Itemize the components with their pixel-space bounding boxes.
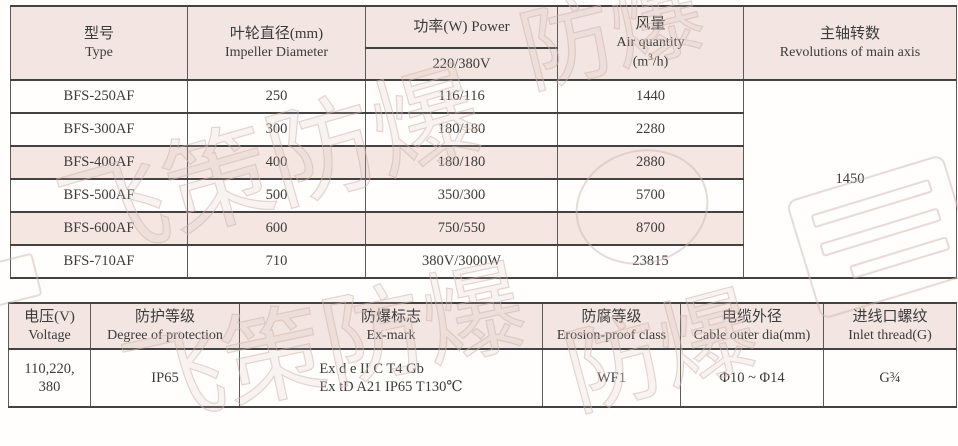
header-inlet-en: Inlet thread(G) [848,327,932,343]
header-erosion-en: Erosion-proof class [556,327,667,343]
ex-mark-line2: Ex tD A21 IP65 T130℃ [319,379,463,395]
header-air-cn: 风量 [635,16,666,33]
header-voltage-en: Voltage [28,327,71,343]
header-power: 功率(W) Power [365,5,558,49]
header-revolutions-en: Revolutions of main axis [779,44,921,60]
table-row: BFS-710AF 710 380V/3000W 23815 [10,244,957,279]
table2-header-row: 电压(V) Voltage 防护等级 Degree of protection … [8,302,957,350]
model-cell: BFS-400AF [10,145,188,180]
model-cell: BFS-500AF [10,178,188,213]
header-air-unit: (m3/h) [632,51,669,70]
header-ex-mark: 防爆标志 Ex-mark [239,302,543,350]
header-type-cn: 型号 [83,25,114,42]
model-cell: BFS-600AF [10,211,188,246]
inlet-cell: G¾ [823,348,957,408]
protection-cell: IP65 [90,348,240,408]
header-protection-cn: 防护等级 [134,308,195,325]
electrical-spec-table: 电压(V) Voltage 防护等级 Degree of protection … [8,302,957,408]
model-cell: BFS-710AF [10,244,188,279]
table1-header-row: 型号 Type 叶轮直径(mm) Impeller Diameter 功率(W)… [10,5,957,81]
ex-mark-cell: Ex d e II C T4 Gb Ex tD A21 IP65 T130℃ [239,348,543,408]
power-cell: 380V/3000W [365,244,558,279]
diameter-cell: 250 [187,79,366,114]
air-quantity-cell: 5700 [557,178,744,213]
air-quantity-cell: 2280 [557,112,744,147]
header-protection-en: Degree of protection [107,327,223,343]
voltage-line2: 380 [38,379,61,395]
table-row: 110,220, 380 IP65 Ex d e II C T4 Gb Ex t… [8,348,957,408]
voltage-line1: 110,220, [24,360,75,377]
ex-mark-line1: Ex d e II C T4 Gb [319,360,424,377]
diameter-cell: 600 [187,211,366,246]
model-cell: BFS-250AF [10,79,188,114]
revolutions-value-cell: 1450 [743,79,957,279]
power-cell: 180/180 [365,145,558,180]
air-quantity-cell: 1440 [557,79,744,114]
header-ex-mark-en: Ex-mark [366,327,416,343]
header-cable: 电缆外径 Cable outer dia(mm) [680,302,824,350]
voltage-cell: 110,220, 380 [8,348,91,408]
ex-mark-text: Ex d e II C T4 Gb Ex tD A21 IP65 T130℃ [319,360,462,396]
diameter-cell: 500 [187,178,366,213]
power-cell: 750/550 [365,211,558,246]
header-type: 型号 Type [10,5,188,81]
header-type-en: Type [85,44,113,60]
table-row: BFS-500AF 500 350/300 5700 [10,178,957,213]
header-cable-cn: 电缆外径 [721,308,782,325]
header-inlet: 进线口螺纹 Inlet thread(G) [823,302,957,350]
table1-subheader-row: 220/380V [11,47,957,81]
header-protection: 防护等级 Degree of protection [90,302,240,350]
erosion-cell: WF1 [542,348,681,408]
header-inlet-cn: 进线口螺纹 [852,308,928,325]
power-cell: 116/116 [365,79,558,114]
power-cell: 350/300 [365,178,558,213]
model-cell: BFS-300AF [10,112,188,147]
table-row: BFS-250AF 250 116/116 1440 1450 [10,79,957,279]
header-ex-mark-cn: 防爆标志 [360,308,421,325]
header-voltage-cn: 电压(V) [24,308,75,325]
power-cell: 180/180 [365,112,558,147]
header-cable-en: Cable outer dia(mm) [693,327,811,343]
table-row: BFS-400AF 400 180/180 2880 [10,145,957,180]
header-air-en: Air quantity [616,35,685,51]
header-impeller-cn: 叶轮直径(mm) [229,25,324,42]
air-quantity-cell: 8700 [557,211,744,246]
diameter-cell: 400 [187,145,366,180]
table-row: BFS-600AF 600 750/550 8700 [10,211,957,246]
header-erosion: 防腐等级 Erosion-proof class [542,302,681,350]
header-erosion-cn: 防腐等级 [581,308,642,325]
fan-performance-table: 型号 Type 叶轮直径(mm) Impeller Diameter 功率(W)… [10,5,957,279]
header-impeller-en: Impeller Diameter [224,44,328,60]
air-quantity-cell: 2880 [557,145,744,180]
air-quantity-cell: 23815 [557,244,744,279]
header-revolutions-cn: 主轴转数 [819,25,880,42]
header-impeller-diameter: 叶轮直径(mm) Impeller Diameter [187,5,366,81]
table-row: BFS-300AF 300 180/180 2280 [10,112,957,147]
header-air-quantity: 风量 Air quantity (m3/h) [557,5,744,81]
header-power-voltage: 220/380V [365,47,558,81]
header-power-cn: 功率(W) Power [413,18,510,35]
header-revolutions: 主轴转数 Revolutions of main axis [743,5,957,81]
cable-cell: Φ10 ~ Φ14 [680,348,824,408]
diameter-cell: 710 [187,244,366,279]
header-voltage: 电压(V) Voltage [8,302,91,350]
diameter-cell: 300 [187,112,366,147]
